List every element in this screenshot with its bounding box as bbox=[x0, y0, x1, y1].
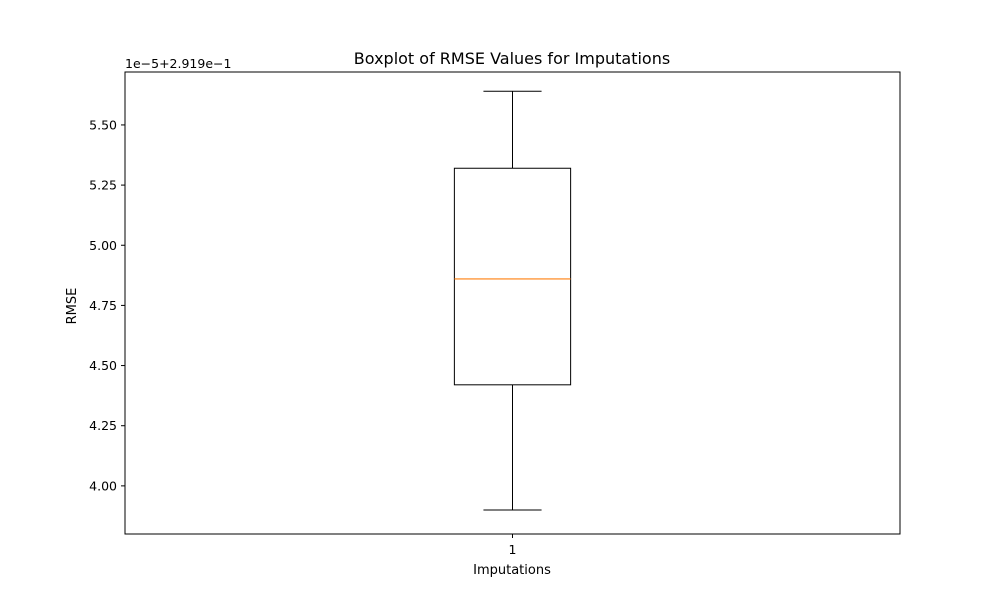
chart-title: Boxplot of RMSE Values for Imputations bbox=[354, 49, 670, 68]
y-tick-label: 5.50 bbox=[89, 117, 117, 132]
y-tick-label: 4.25 bbox=[89, 418, 117, 433]
box-group bbox=[453, 90, 572, 511]
y-tick-label: 5.00 bbox=[89, 238, 117, 253]
y-axis: 4.00 4.25 4.50 4.75 5.00 5.25 5.50 bbox=[89, 117, 125, 493]
x-axis-label: Imputations bbox=[473, 563, 551, 578]
y-tick-label: 5.25 bbox=[89, 178, 117, 193]
x-tick-label: 1 bbox=[509, 542, 517, 557]
y-tick-label: 4.00 bbox=[89, 478, 117, 493]
y-tick-label: 4.75 bbox=[89, 298, 117, 313]
iqr-box bbox=[453, 167, 572, 386]
x-axis: 1 bbox=[509, 534, 517, 557]
y-axis-offset-label: 1e−5+2.919e−1 bbox=[125, 56, 231, 71]
y-tick-label: 4.50 bbox=[89, 358, 117, 373]
boxes-layer bbox=[453, 90, 572, 511]
y-axis-label: RMSE bbox=[65, 288, 80, 325]
